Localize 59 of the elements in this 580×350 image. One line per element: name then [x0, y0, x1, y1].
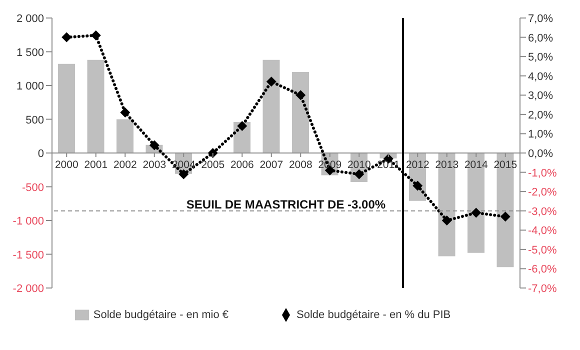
y2-tick-label: 1,0% [528, 128, 554, 141]
y-tick-label: 0 [38, 148, 44, 160]
point [237, 121, 248, 131]
y2-tick-label: 5,0% [528, 52, 554, 64]
ref-line-label: SEUIL DE MAASTRICHT DE -3.00% [186, 197, 386, 212]
y2-tick-label: -5,0% [528, 244, 557, 256]
point [62, 32, 72, 42]
x-tick-label: 2006 [230, 159, 254, 171]
y2-tick-label: 6,0% [528, 32, 554, 44]
y2-tick-label: -2,0% [528, 186, 557, 199]
y2-tick-label: 4,0% [528, 70, 554, 83]
x-tick-label: 2008 [288, 159, 312, 171]
point [90, 30, 101, 40]
y-tick-label: 2 000 [16, 13, 44, 25]
y-tick-label: -500 [22, 182, 44, 194]
bar [292, 72, 309, 153]
x-tick-label: 2002 [113, 159, 137, 171]
y2-tick-label: 2,0% [528, 109, 554, 122]
point [471, 208, 482, 218]
y2-tick-label: -3,0% [528, 206, 557, 218]
point [208, 148, 218, 158]
y-tick-label: -1 500 [12, 249, 44, 262]
x-tick-label: 2015 [494, 159, 518, 171]
y-tick-label: 1 000 [16, 80, 44, 92]
y2-tick-label: -1,0% [528, 167, 557, 180]
x-tick-label: 2010 [347, 159, 371, 171]
y2-tick-label: 7,0% [528, 13, 554, 25]
legend-label: Solde budgétaire - en mio € [93, 308, 229, 321]
point [412, 180, 423, 191]
bar [262, 60, 280, 153]
x-tick-label: 2000 [54, 159, 78, 171]
y2-tick-label: -6,0% [528, 264, 557, 276]
point [120, 108, 130, 118]
point [149, 140, 160, 150]
point [500, 212, 510, 222]
y2-tick-label: -4,0% [528, 225, 557, 238]
point [354, 169, 364, 180]
bar [116, 119, 134, 153]
x-tick-label: 2005 [201, 159, 225, 171]
y-tick-label: 1 500 [16, 46, 44, 59]
point [296, 90, 306, 100]
y2-tick-label: -7,0% [528, 283, 557, 295]
point [442, 216, 452, 226]
x-tick-label: 2001 [84, 159, 108, 171]
x-tick-label: 2014 [464, 159, 488, 171]
x-tick-label: 2007 [260, 159, 284, 171]
y-tick-label: -1 000 [12, 216, 44, 228]
bar [58, 64, 75, 153]
y2-tick-label: 0,0% [528, 148, 554, 160]
point [178, 169, 189, 180]
x-tick-label: 2003 [142, 159, 166, 171]
legend-label: Solde budgétaire - en % du PIB [296, 308, 451, 321]
point [266, 76, 276, 87]
y-tick-label: -2 000 [12, 283, 44, 295]
y2-tick-label: 3,0% [528, 90, 554, 102]
x-tick-label: 2013 [435, 159, 459, 171]
x-tick-label: 2012 [406, 159, 430, 171]
y-tick-label: 500 [26, 114, 44, 126]
bar [87, 60, 104, 153]
